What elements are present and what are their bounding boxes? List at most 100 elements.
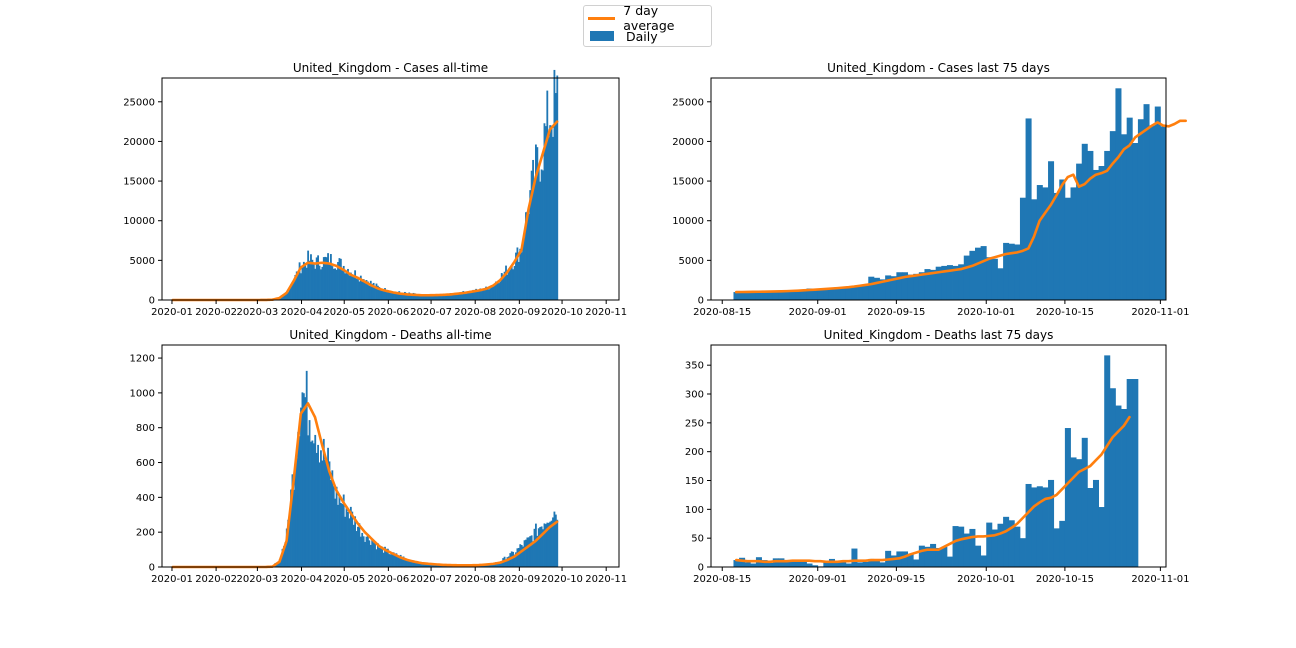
daily-bar <box>318 265 321 300</box>
x-tick-label: 2020-01 <box>151 574 193 585</box>
daily-bar <box>325 460 328 567</box>
x-tick-label: 2020-08 <box>454 307 496 318</box>
legend: 7 day average Daily <box>583 3 712 47</box>
daily-bar <box>347 268 349 300</box>
daily-bar <box>519 248 522 300</box>
daily-bar <box>431 563 433 567</box>
daily-bar <box>328 264 331 300</box>
daily-bar <box>304 397 307 567</box>
x-tick-label: 2020-03 <box>236 574 278 585</box>
daily-bar <box>857 286 864 300</box>
daily-bar <box>935 266 942 300</box>
daily-bar <box>520 252 523 300</box>
daily-bar <box>302 393 305 567</box>
daily-bar <box>479 288 482 300</box>
daily-bar <box>354 270 357 300</box>
daily-bar <box>317 255 319 300</box>
daily-bar <box>527 214 530 300</box>
daily-bar <box>772 291 779 300</box>
daily-bar <box>963 255 970 300</box>
daily-bar <box>946 556 953 567</box>
daily-bar <box>1036 486 1043 567</box>
daily-bar <box>500 273 503 300</box>
daily-bar <box>352 524 355 567</box>
x-tick-label: 2020-08-15 <box>693 574 751 585</box>
daily-bar <box>312 262 315 300</box>
daily-bar <box>358 281 361 300</box>
daily-bar <box>924 269 931 300</box>
daily-bar <box>425 294 428 300</box>
axes-frame <box>710 77 1167 301</box>
y-tick-label: 25000 <box>672 97 704 108</box>
average-line <box>734 415 1131 564</box>
legend-line-swatch <box>588 16 616 20</box>
daily-bar <box>327 253 329 300</box>
daily-bar <box>322 438 325 567</box>
daily-bar <box>291 284 294 300</box>
daily-bar <box>1003 242 1010 300</box>
daily-bar <box>354 516 357 567</box>
daily-bar <box>941 265 948 300</box>
daily-bar <box>442 293 445 300</box>
y-tick-label: 0 <box>698 563 704 574</box>
y-tick-label: 600 <box>136 458 155 469</box>
legend-label-daily: Daily <box>626 28 658 44</box>
daily-bar <box>386 548 389 567</box>
x-tick-label: 2020-02 <box>195 574 237 585</box>
x-tick-label: 2020-09-01 <box>789 307 847 318</box>
daily-bar <box>406 293 409 300</box>
daily-bar <box>357 526 359 567</box>
daily-bar <box>806 563 813 567</box>
daily-bar <box>404 558 406 567</box>
legend-bar-swatch <box>590 31 614 41</box>
daily-bar <box>345 270 348 300</box>
daily-bar <box>372 542 375 567</box>
daily-bar <box>1008 243 1015 300</box>
daily-bar <box>278 559 281 567</box>
daily-bar <box>1104 355 1111 567</box>
y-tick-label: 200 <box>136 528 155 539</box>
daily-bar <box>468 292 470 300</box>
daily-bar <box>398 556 401 567</box>
y-tick-label: 1000 <box>130 388 155 399</box>
daily-bar <box>429 296 432 300</box>
legend-label-average: 7 day average <box>623 3 675 33</box>
daily-bar <box>851 286 858 300</box>
daily-bar <box>1081 437 1088 567</box>
daily-bar <box>392 552 395 567</box>
daily-bar <box>478 290 480 300</box>
daily-bar <box>321 266 324 300</box>
daily-bar <box>834 560 841 567</box>
daily-bar <box>868 558 875 567</box>
daily-bar <box>840 561 847 567</box>
daily-bar <box>1070 457 1077 567</box>
daily-bar <box>310 254 312 300</box>
daily-bar <box>320 450 322 567</box>
daily-bar <box>355 278 358 300</box>
daily-bar <box>315 452 318 567</box>
daily-bar <box>351 275 354 300</box>
daily-bar <box>388 292 391 300</box>
daily-bar <box>372 282 375 300</box>
daily-bar <box>318 462 321 567</box>
daily-bar <box>517 261 520 300</box>
daily-bar <box>879 279 886 300</box>
daily-bar <box>317 444 319 567</box>
daily-bar <box>980 246 987 300</box>
daily-bar <box>1031 199 1038 300</box>
daily-bar <box>307 435 310 567</box>
x-tick-label: 2020-05 <box>323 307 365 318</box>
daily-bar <box>1126 379 1133 567</box>
daily-bar <box>368 540 371 567</box>
daily-bar <box>364 541 366 567</box>
daily-bar <box>335 486 338 567</box>
x-tick-label: 2020-11-01 <box>1131 307 1189 318</box>
daily-bar <box>394 553 396 567</box>
daily-bar <box>357 279 359 300</box>
daily-bar <box>378 547 381 567</box>
daily-bar <box>331 470 334 567</box>
daily-bar <box>423 294 426 300</box>
daily-bar <box>492 286 495 300</box>
